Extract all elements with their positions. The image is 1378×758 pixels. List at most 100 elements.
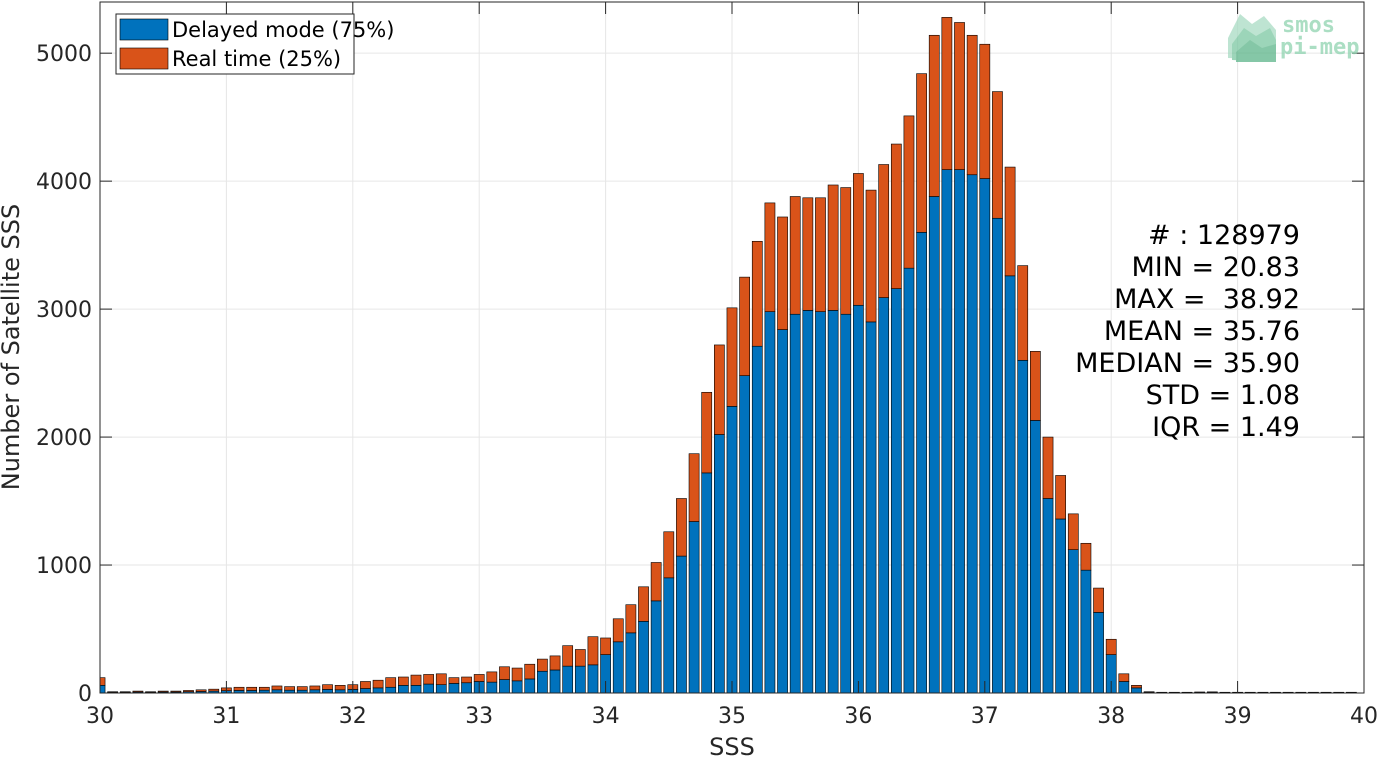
bar-delayed <box>612 641 624 694</box>
bar-delayed <box>435 684 447 694</box>
bar-delayed <box>549 669 561 694</box>
bar-realtime <box>1143 691 1155 693</box>
bar-delayed <box>423 683 434 694</box>
y-tick-labels: 0 1000 2000 3000 4000 5000 <box>36 42 92 707</box>
bar-delayed <box>322 689 333 694</box>
bar-realtime <box>524 663 536 680</box>
bar-realtime <box>1055 475 1066 520</box>
x-tick-label: 35 <box>718 704 746 729</box>
bar-delayed <box>701 472 713 694</box>
bar-realtime <box>650 562 662 602</box>
bar-delayed <box>992 217 1003 694</box>
stat-max: MAX = 38.92 <box>1114 284 1300 315</box>
bar-delayed <box>1042 498 1054 694</box>
legend-swatch-delayed <box>119 18 169 41</box>
bar-delayed <box>714 434 725 694</box>
bar-realtime <box>360 681 371 689</box>
bar-delayed <box>676 555 687 694</box>
statistics-annotation: # : 128979 MIN = 20.83 MAX = 38.92 MEAN … <box>1075 220 1300 443</box>
bar-delayed <box>928 196 940 694</box>
logo-text-line2: pi-mep <box>1280 35 1359 60</box>
bar-realtime <box>726 307 738 407</box>
bar-realtime <box>499 666 510 680</box>
bar-delayed <box>499 679 510 694</box>
bar-realtime <box>587 636 599 666</box>
legend-swatch-realtime <box>119 47 169 70</box>
x-tick-label: 31 <box>212 704 240 729</box>
bar-delayed <box>625 632 637 694</box>
stat-std: STD = 1.08 <box>1146 380 1300 411</box>
bar-realtime <box>183 690 194 693</box>
stat-iqr: IQR = 1.49 <box>1152 412 1300 443</box>
bar-realtime <box>170 690 182 693</box>
bar-realtime <box>423 674 434 685</box>
x-tick-label: 33 <box>465 704 493 729</box>
bar-delayed <box>688 521 700 694</box>
bar-realtime <box>903 115 915 269</box>
bar-realtime <box>663 531 675 579</box>
bar-realtime <box>145 691 156 693</box>
bar-realtime <box>764 202 776 312</box>
bar-realtime <box>1017 265 1029 361</box>
bar-delayed <box>789 313 801 694</box>
bar-realtime <box>473 674 485 682</box>
x-tick-label: 40 <box>1350 704 1378 729</box>
bar-realtime <box>511 667 523 682</box>
bar-realtime <box>688 453 700 522</box>
stat-median: MEDIAN = 35.90 <box>1075 348 1300 379</box>
y-tick-label: 4000 <box>36 170 92 195</box>
bar-realtime <box>979 43 991 179</box>
bar-realtime <box>1042 436 1054 499</box>
bar-realtime <box>410 674 422 686</box>
bar-delayed <box>903 267 915 694</box>
bar-realtime <box>322 684 333 690</box>
bar-realtime <box>296 686 308 691</box>
bar-realtime <box>802 197 814 311</box>
bar-delayed <box>802 310 814 694</box>
legend: Delayed mode (75%) Real time (25%) <box>115 13 394 75</box>
bar-realtime <box>1118 673 1130 682</box>
x-tick-label: 37 <box>971 704 999 729</box>
bar-realtime <box>271 685 283 691</box>
bar-realtime <box>309 685 321 691</box>
bar-realtime <box>827 184 839 311</box>
bar-delayed <box>954 169 965 694</box>
bar-delayed <box>815 311 826 694</box>
wave-logo-icon <box>1228 14 1276 62</box>
bar-realtime <box>107 691 118 693</box>
logo-text-line1: smos <box>1282 13 1335 38</box>
y-tick-label: 3000 <box>36 298 92 323</box>
bar-delayed <box>1017 359 1029 694</box>
bar-delayed <box>537 670 548 694</box>
bar-realtime <box>119 691 131 693</box>
stat-mean: MEAN = 35.76 <box>1104 316 1300 347</box>
bar-realtime <box>714 344 725 435</box>
bar-realtime <box>1067 513 1079 550</box>
bar-realtime <box>941 17 953 170</box>
bar-delayed <box>739 375 750 694</box>
bar-realtime <box>258 686 270 691</box>
bar-realtime <box>562 645 574 667</box>
bar-delayed <box>865 321 877 694</box>
bar-realtime <box>638 586 649 622</box>
bar-delayed <box>1131 687 1142 694</box>
bar-delayed <box>890 288 902 694</box>
bar-delayed <box>1067 549 1079 694</box>
bar-realtime <box>157 690 169 693</box>
bar-realtime <box>600 637 611 655</box>
bar-realtime <box>372 679 384 689</box>
bar-realtime <box>751 240 763 347</box>
bar-delayed <box>562 665 574 694</box>
x-tick-labels: 30 31 32 33 34 35 36 37 38 39 40 <box>86 704 1378 729</box>
bar-delayed <box>853 304 864 694</box>
bar-delayed <box>650 600 662 694</box>
bar-realtime <box>1131 685 1142 689</box>
bar-delayed <box>448 683 460 694</box>
y-axis-label: Number of Satellite SSS <box>0 204 25 490</box>
bar-realtime <box>334 685 346 691</box>
bar-realtime <box>890 143 902 289</box>
bar-delayed <box>941 169 953 694</box>
bar-realtime <box>928 34 940 197</box>
bar-realtime <box>1004 166 1016 277</box>
